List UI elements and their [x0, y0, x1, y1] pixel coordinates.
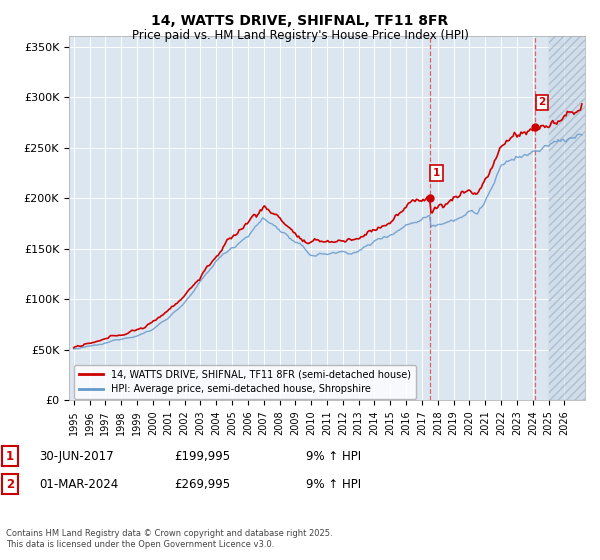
- Text: 14, WATTS DRIVE, SHIFNAL, TF11 8FR: 14, WATTS DRIVE, SHIFNAL, TF11 8FR: [151, 14, 449, 28]
- Text: 2: 2: [6, 478, 14, 491]
- Text: 2: 2: [539, 97, 546, 107]
- Bar: [548, 36, 593, 400]
- Text: 01-MAR-2024: 01-MAR-2024: [39, 478, 118, 491]
- Text: 9% ↑ HPI: 9% ↑ HPI: [306, 478, 361, 491]
- Text: Price paid vs. HM Land Registry's House Price Index (HPI): Price paid vs. HM Land Registry's House …: [131, 29, 469, 42]
- Text: 30-JUN-2017: 30-JUN-2017: [39, 450, 113, 463]
- Text: £199,995: £199,995: [174, 450, 230, 463]
- Text: £269,995: £269,995: [174, 478, 230, 491]
- Text: Contains HM Land Registry data © Crown copyright and database right 2025.
This d: Contains HM Land Registry data © Crown c…: [6, 529, 332, 549]
- Text: 1: 1: [433, 168, 440, 178]
- Legend: 14, WATTS DRIVE, SHIFNAL, TF11 8FR (semi-detached house), HPI: Average price, se: 14, WATTS DRIVE, SHIFNAL, TF11 8FR (semi…: [74, 365, 416, 399]
- Text: 1: 1: [6, 450, 14, 463]
- Text: 9% ↑ HPI: 9% ↑ HPI: [306, 450, 361, 463]
